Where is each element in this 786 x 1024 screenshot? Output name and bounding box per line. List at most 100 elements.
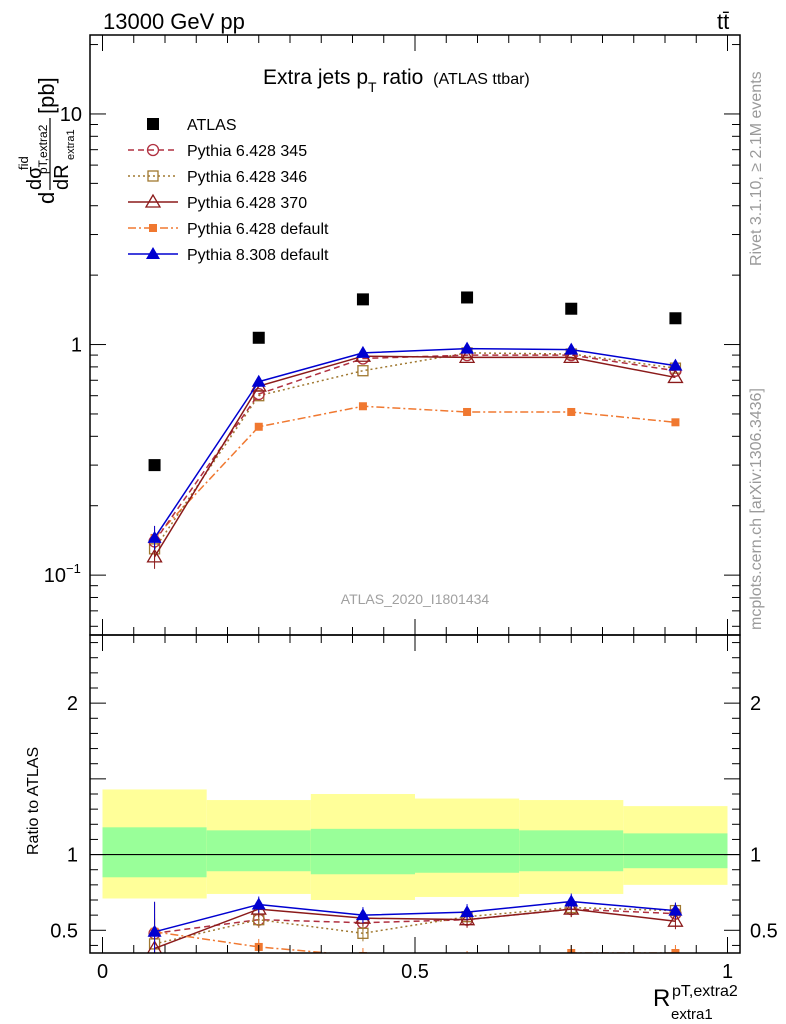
data-point-p370 [563, 349, 580, 363]
data-point-atlas [356, 293, 369, 306]
ratio-point-p8def [668, 903, 683, 916]
data-point-p8def [460, 341, 475, 354]
data-point-p370 [146, 548, 163, 563]
ratio-y-label: Ratio to ATLAS [25, 747, 42, 855]
watermark: ATLAS_2020_I1801434 [341, 591, 490, 607]
x-tick-label: 0.5 [401, 961, 429, 983]
y-axis-label-top: d dσ fid pT,extra2 dR extra1 [pb] [16, 77, 77, 204]
uncertainty-band-inner [206, 830, 311, 872]
series-p345 [148, 348, 682, 554]
ratio-y-tick-label-right: 0.5 [750, 920, 778, 942]
x-tick-label: 0 [97, 961, 108, 983]
chart-title-sub: T [368, 79, 377, 95]
ratio-point-p370 [667, 912, 684, 927]
legend-item-atlas: ATLAS [147, 117, 237, 134]
legend-label-atlas: ATLAS [187, 117, 237, 134]
data-point-atlas [148, 459, 161, 472]
y-label-sub2: extra1 [65, 129, 77, 160]
legend-item-p346: Pythia 6.428 346 [128, 169, 307, 186]
series-line-p345 [153, 354, 676, 542]
y-tick-label: 10 [44, 565, 66, 587]
ratio-point-p8def [355, 908, 370, 921]
data-point-p8def [147, 530, 162, 543]
uncertainty-band-inner [102, 827, 207, 878]
data-point-p6def [671, 418, 680, 427]
y-tick-label: 10 [60, 104, 82, 126]
ratio-point-p370 [458, 911, 476, 926]
legend-marker-p8def [146, 247, 160, 259]
ratio-y-tick-label-right: 1 [750, 845, 761, 867]
ratio-point-p8def [251, 897, 266, 910]
y-label-sub: pT,extra2 [36, 124, 50, 174]
ratio-point-p8def [147, 924, 162, 937]
legend-item-p6def: Pythia 6.428 default [128, 221, 329, 238]
legend: ATLAS Pythia 6.428 345 Pythia 6.428 346 Pyt… [128, 117, 329, 264]
legend-marker-atlas [147, 118, 159, 130]
data-point-p8def [564, 342, 579, 355]
series-line-p6def [154, 405, 676, 539]
legend-item-p345: Pythia 6.428 345 [128, 143, 307, 160]
y-label-den: dR [51, 164, 73, 190]
ratio-series-p8def [147, 893, 683, 953]
uncertainty-band-inner [623, 833, 728, 869]
y-label-d1: d [34, 192, 59, 204]
ratio-y-tick-label-left: 1 [67, 845, 78, 867]
chart-title-note: (ATLAS ttbar) [433, 71, 530, 88]
chart-title-suffix: ratio [377, 66, 424, 89]
ratio-point-p370 [147, 940, 163, 953]
uncertainty-band-inner [415, 828, 520, 873]
x-label-sup: pT,extra2 [672, 983, 738, 1000]
ratio-point-p6def [671, 949, 680, 953]
ratio-plot-panel: 0.5 0.5 1 1 2 2 0 0.5 1 [50, 634, 778, 983]
ratio-line-p345 [154, 908, 676, 935]
y-label-unit: [pb] [34, 77, 59, 114]
chart-title-main: Extra jets p [263, 66, 368, 89]
ratio-line-p6def [154, 931, 676, 953]
series-p8def [147, 341, 683, 550]
mcplots-info: mcplots.cern.ch [arXiv:1306.3436] [748, 388, 765, 630]
legend-item-p8def: Pythia 8.308 default [128, 247, 329, 264]
ratio-y-tick-label-left: 0.5 [50, 920, 78, 942]
uncertainty-band-inner [310, 828, 415, 875]
series-line-p346 [153, 352, 676, 550]
x-label-sub: extra1 [671, 1006, 713, 1023]
legend-label-p370: Pythia 6.428 370 [187, 195, 307, 212]
ratio-y-tick-label-right: 2 [750, 693, 761, 715]
x-label-main: R [653, 985, 670, 1012]
ratio-point-p346 [357, 927, 369, 939]
ratio-point-p6def [463, 955, 471, 963]
series-atlas [148, 291, 682, 472]
data-point-p346 [357, 365, 369, 377]
y-label-sigma: dσ [24, 166, 46, 190]
data-point-p6def [463, 407, 472, 416]
ratio-line-p370 [154, 908, 676, 950]
ratio-point-p8def [564, 894, 579, 907]
legend-label-p6def: Pythia 6.428 default [187, 221, 329, 238]
series-line-p370 [153, 355, 676, 558]
data-point-p8def [355, 345, 370, 358]
ratio-point-p8def [460, 905, 475, 918]
data-point-p6def [358, 402, 367, 411]
legend-label-p346: Pythia 6.428 346 [187, 169, 307, 186]
uncertainty-band-inner [519, 830, 624, 872]
y-tick-label-exp: −1 [66, 561, 81, 576]
data-point-atlas [252, 331, 265, 344]
series-line-p8def [153, 347, 676, 539]
legend-marker-p345 [146, 143, 160, 157]
ratio-series-p345 [148, 901, 682, 953]
legend-label-p345: Pythia 6.428 345 [187, 143, 307, 160]
data-point-p6def [254, 422, 263, 431]
ratio-point-p370 [563, 900, 580, 915]
data-point-atlas [669, 312, 682, 325]
header-process: tt̄ [717, 9, 729, 34]
legend-marker-p370 [144, 193, 162, 208]
legend-label-p8def: Pythia 8.308 default [187, 247, 329, 264]
series-p346 [148, 347, 682, 561]
data-point-atlas [565, 302, 578, 315]
data-point-p370 [458, 349, 476, 363]
ratio-line-p8def [154, 900, 676, 933]
data-point-p6def [567, 407, 576, 416]
y-tick-label: 1 [71, 335, 82, 357]
